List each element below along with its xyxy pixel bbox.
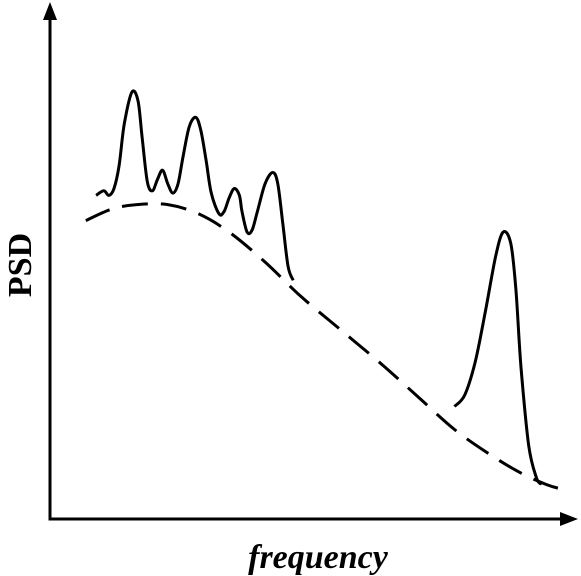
x-axis-label: frequency [248, 539, 389, 576]
series-line-dashed-baseline [85, 202, 563, 491]
chart-series [85, 89, 563, 491]
chart-axes [43, 2, 578, 526]
series-line-solid-2 [453, 230, 543, 486]
y-axis-label: PSD [2, 233, 39, 297]
y-axis-arrow-icon [43, 2, 57, 20]
x-axis-arrow-icon [560, 512, 578, 526]
series-line-solid-1 [95, 89, 295, 281]
